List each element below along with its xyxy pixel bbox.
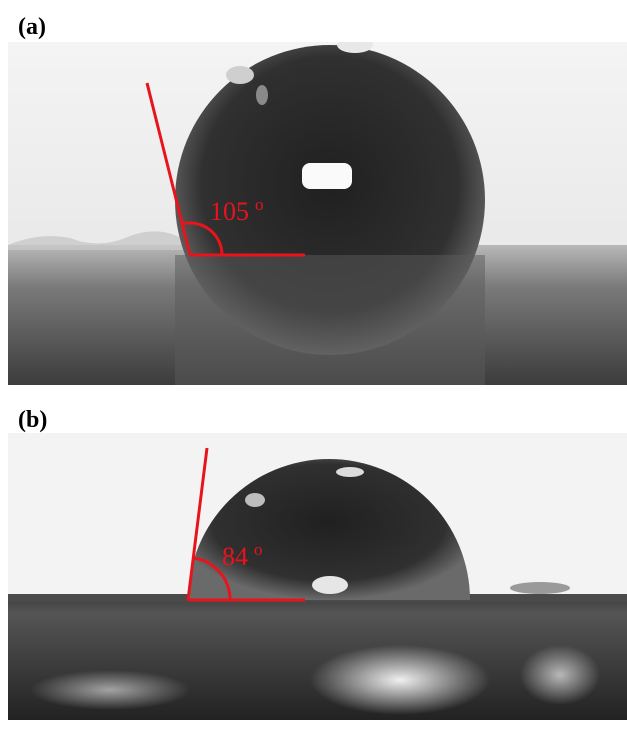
degree-sign: o	[254, 540, 263, 559]
angle-value: 105	[210, 197, 249, 226]
figure: (a) 105 o (b) 84 o	[0, 0, 627, 747]
angle-value: 84	[222, 542, 248, 571]
panel-label: (a)	[18, 14, 46, 40]
photo	[8, 433, 627, 720]
panel-label: (b)	[18, 407, 47, 433]
photo	[8, 37, 627, 385]
degree-sign: o	[255, 195, 264, 214]
